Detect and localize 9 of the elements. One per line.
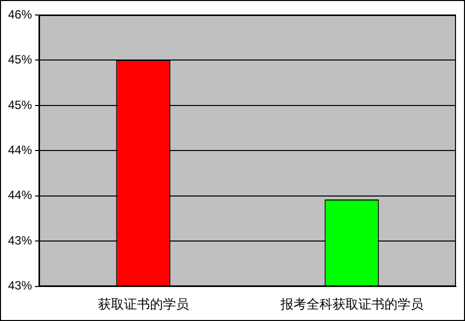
- y-tick-label: 43%: [8, 278, 32, 293]
- y-tick-label: 44%: [8, 143, 32, 158]
- y-tick-label: 43%: [8, 233, 32, 248]
- y-tick-label: 45%: [8, 52, 32, 67]
- y-tick-label: 45%: [8, 98, 32, 112]
- x-tick-label: 获取证书的学员: [98, 298, 189, 313]
- x-tick-label: 报考全科获取证书的学员: [279, 298, 424, 313]
- y-tick-label: 44%: [8, 188, 32, 202]
- y-tick-label: 46%: [8, 7, 32, 22]
